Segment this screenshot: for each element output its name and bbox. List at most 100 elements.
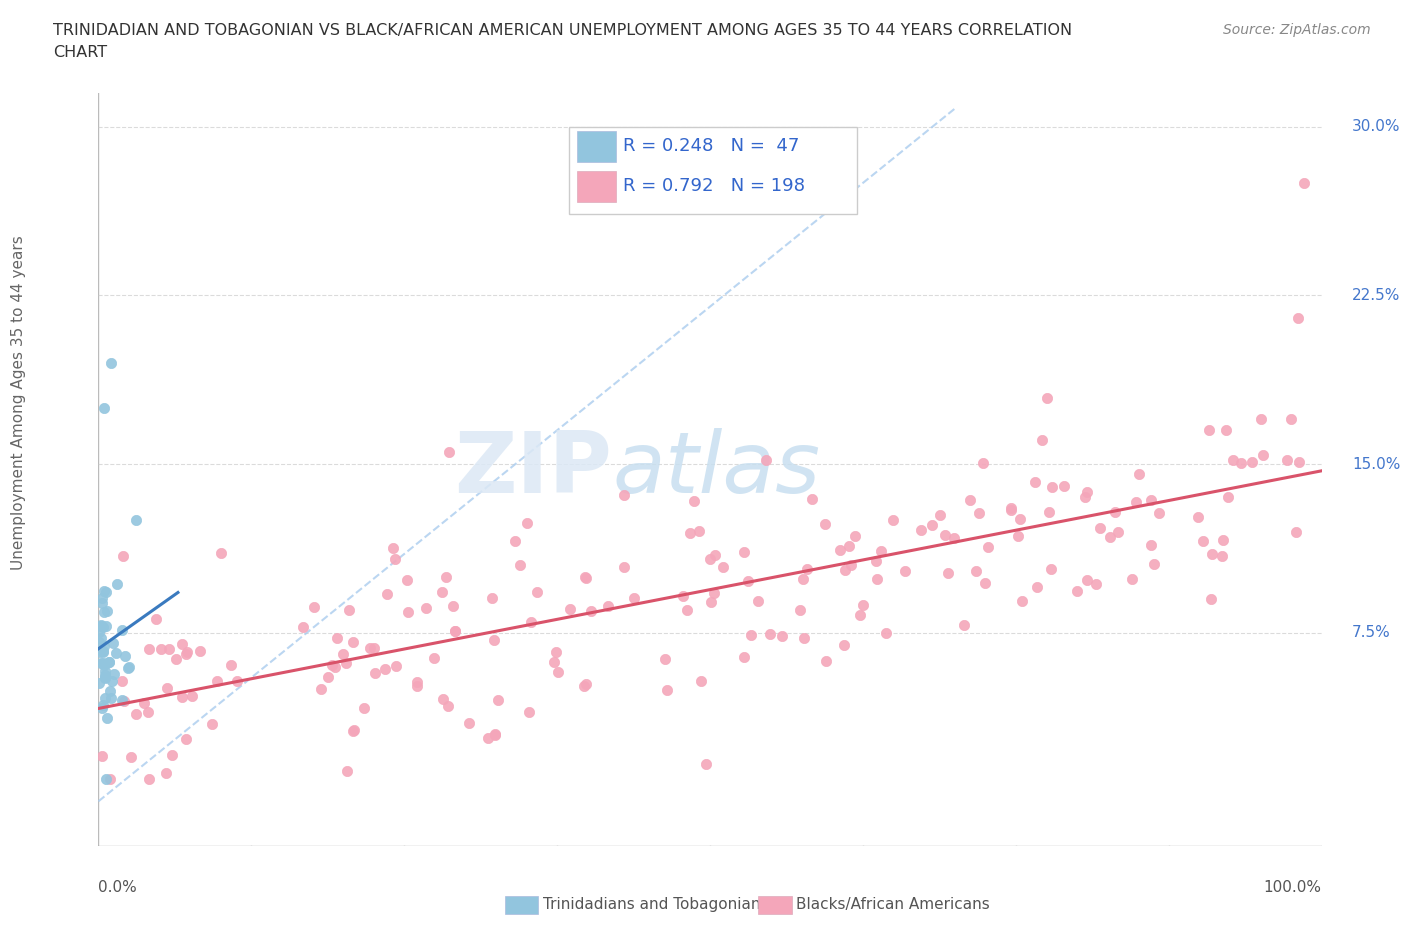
- Point: [316, 670, 339, 684]
- Point: [1140, 492, 1163, 507]
- Point: [120, 750, 142, 764]
- Point: [94, 670, 117, 684]
- Point: [1011, 593, 1033, 608]
- Point: [138, 771, 160, 786]
- Point: [93, 604, 115, 619]
- Point: [481, 591, 503, 605]
- Point: [972, 456, 994, 471]
- Text: R = 0.248   N =  47: R = 0.248 N = 47: [623, 138, 800, 155]
- Point: [342, 723, 364, 737]
- Point: [145, 612, 167, 627]
- Point: [93, 658, 115, 672]
- Point: [1147, 506, 1170, 521]
- Point: [832, 638, 855, 653]
- Point: [700, 594, 723, 609]
- Point: [943, 531, 966, 546]
- Point: [321, 658, 343, 672]
- Point: [793, 631, 815, 645]
- Point: [90, 748, 112, 763]
- Point: [579, 604, 602, 618]
- Point: [1212, 533, 1234, 548]
- Point: [1250, 412, 1272, 427]
- Text: 22.5%: 22.5%: [1353, 288, 1400, 303]
- Point: [959, 493, 981, 508]
- Point: [509, 558, 531, 573]
- FancyBboxPatch shape: [576, 170, 616, 202]
- Point: [934, 528, 956, 543]
- Point: [1216, 489, 1239, 504]
- Point: [170, 636, 193, 651]
- Point: [434, 569, 457, 584]
- Point: [170, 690, 193, 705]
- Text: TRINIDADIAN AND TOBAGONIAN VS BLACK/AFRICAN AMERICAN UNEMPLOYMENT AMONG AGES 35 : TRINIDADIAN AND TOBAGONIAN VS BLACK/AFRI…: [53, 23, 1073, 38]
- Point: [94, 691, 117, 706]
- Point: [683, 494, 706, 509]
- Point: [90, 618, 112, 632]
- Point: [910, 523, 932, 538]
- Point: [181, 689, 204, 704]
- Point: [93, 639, 115, 654]
- Point: [575, 677, 598, 692]
- Point: [1104, 505, 1126, 520]
- Point: [359, 641, 381, 656]
- Point: [838, 538, 860, 553]
- Point: [165, 652, 187, 667]
- Point: [1187, 510, 1209, 525]
- Text: Trinidadians and Tobagonians: Trinidadians and Tobagonians: [543, 897, 768, 912]
- Point: [848, 608, 870, 623]
- Point: [1215, 422, 1237, 437]
- Point: [1288, 454, 1310, 469]
- Point: [332, 646, 354, 661]
- Point: [105, 577, 128, 591]
- Point: [789, 603, 811, 618]
- Point: [118, 659, 141, 674]
- Point: [1279, 412, 1302, 427]
- Point: [969, 506, 991, 521]
- Point: [558, 602, 581, 617]
- Point: [1121, 571, 1143, 586]
- Point: [342, 634, 364, 649]
- Point: [384, 551, 406, 566]
- Point: [654, 652, 676, 667]
- Point: [436, 698, 458, 713]
- Point: [100, 691, 122, 706]
- Point: [830, 542, 852, 557]
- Point: [1201, 547, 1223, 562]
- Point: [623, 591, 645, 605]
- Point: [117, 660, 139, 675]
- Point: [439, 445, 461, 459]
- Point: [758, 627, 780, 642]
- Point: [430, 585, 453, 600]
- Point: [733, 650, 755, 665]
- Point: [484, 632, 506, 647]
- Point: [1275, 453, 1298, 468]
- Point: [893, 564, 915, 578]
- Point: [679, 525, 702, 540]
- Point: [1192, 534, 1215, 549]
- Point: [374, 662, 396, 677]
- Point: [516, 516, 538, 531]
- Point: [89, 635, 111, 650]
- Point: [688, 524, 710, 538]
- Point: [150, 642, 173, 657]
- Point: [1222, 453, 1244, 468]
- Point: [96, 604, 118, 618]
- Point: [543, 655, 565, 670]
- Point: [337, 602, 360, 617]
- Point: [676, 603, 699, 618]
- Point: [91, 619, 114, 634]
- Point: [156, 681, 179, 696]
- Point: [136, 704, 159, 719]
- Text: CHART: CHART: [53, 45, 107, 60]
- Point: [882, 512, 904, 527]
- Point: [796, 561, 818, 576]
- Point: [1066, 583, 1088, 598]
- Point: [201, 717, 224, 732]
- Point: [100, 355, 122, 370]
- Point: [484, 728, 506, 743]
- Point: [94, 771, 117, 786]
- Point: [1198, 422, 1220, 437]
- Point: [87, 625, 110, 640]
- Point: [395, 572, 418, 587]
- Point: [702, 586, 724, 601]
